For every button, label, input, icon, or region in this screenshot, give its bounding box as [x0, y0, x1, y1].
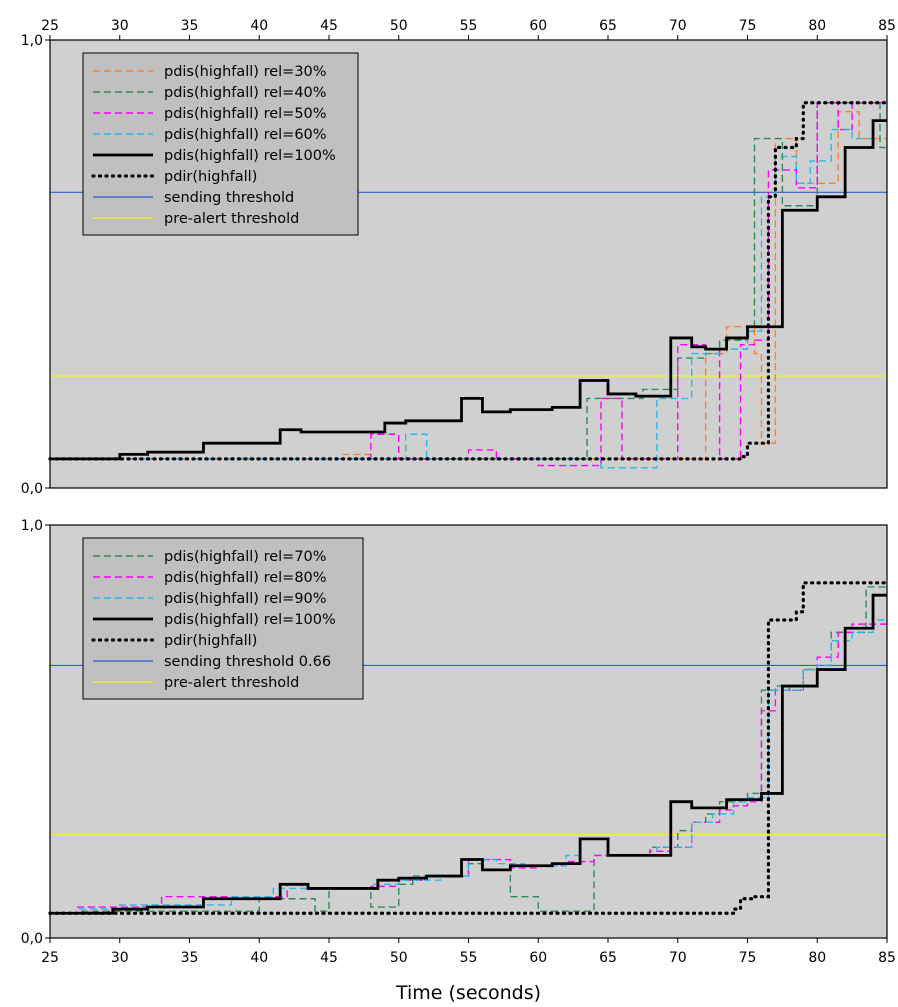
x-tick-label: 80 [808, 950, 826, 966]
legend-label: pdis(highfall) rel=100% [164, 612, 336, 628]
series-line-pdis-highfall-rel-50 [50, 102, 887, 467]
legend-label: pdis(highfall) rel=30% [164, 64, 327, 80]
y-tick-label: 1,0 [21, 518, 43, 534]
series-line-pdis-highfall-rel-100 [50, 593, 887, 915]
x-tick-label: 45 [320, 950, 338, 966]
y-tick-label: 0,0 [21, 481, 43, 497]
legend-label: pdis(highfall) rel=70% [164, 549, 327, 565]
legend-label: pdis(highfall) rel=100% [164, 148, 336, 164]
legend-label: pdis(highfall) rel=80% [164, 570, 327, 586]
series-line-pdir-highfall [48, 581, 889, 915]
x-tick-label: 25 [41, 18, 59, 34]
legend: pdis(highfall) rel=30% pdis(highfall) rel… [82, 52, 359, 236]
legend-label: pdis(highfall) rel=60% [164, 127, 327, 143]
chart-panel-1: 25 30 35 40 45 50 55 60 65 70 75 80 85 0,0 1,0 pdis(hig… [21, 18, 896, 497]
legend-label: pdis(highfall) rel=50% [164, 106, 327, 122]
series-line-pdis-highfall-rel-80 [50, 623, 887, 914]
series-line-pdis-highfall-rel-60 [50, 119, 887, 469]
x-tick-label: 60 [529, 950, 547, 966]
x-tick-label: 50 [390, 950, 408, 966]
x-tick-label: 80 [808, 18, 826, 34]
legend: pdis(highfall) rel=70% pdis(highfall) rel… [82, 537, 364, 700]
x-tick-label: 25 [41, 950, 59, 966]
x-tick-label: 55 [460, 950, 478, 966]
chart-panel-2: 25 30 35 40 45 50 55 60 65 70 75 80 85 0,0 1,0 Time (se… [21, 518, 896, 1004]
x-tick-label: 30 [111, 18, 129, 34]
x-tick-label: 70 [669, 950, 687, 966]
series-line-pdis-highfall-rel-100 [50, 119, 887, 461]
series-line-pdir-highfall [48, 101, 889, 461]
x-tick-label: 40 [250, 18, 268, 34]
series-line-pdis-highfall-rel-40 [50, 102, 887, 460]
x-tick-label: 85 [878, 18, 896, 34]
legend-label: pre-alert threshold [164, 211, 299, 227]
x-tick-label: 60 [529, 18, 547, 34]
legend-label: pdir(highfall) [164, 169, 257, 185]
x-tick-label: 75 [739, 18, 757, 34]
x-tick-label: 50 [390, 18, 408, 34]
legend-label: pdis(highfall) rel=90% [164, 591, 327, 607]
legend-label: sending threshold 0.66 [164, 654, 331, 670]
x-tick-label: 70 [669, 18, 687, 34]
series-line-pdis-highfall-rel-30 [50, 110, 887, 460]
x-tick-label: 65 [599, 950, 617, 966]
y-tick-label: 1,0 [21, 33, 43, 49]
x-tick-label: 40 [250, 950, 268, 966]
x-tick-label: 35 [181, 18, 199, 34]
x-tick-label: 85 [878, 950, 896, 966]
x-tick-label: 45 [320, 18, 338, 34]
x-tick-label: 75 [739, 950, 757, 966]
x-axis-title: Time (seconds) [395, 982, 541, 1004]
legend-label: pdir(highfall) [164, 633, 257, 649]
x-tick-label: 30 [111, 950, 129, 966]
legend-label: pre-alert threshold [164, 675, 299, 691]
legend-box [82, 52, 359, 236]
x-tick-label: 55 [460, 18, 478, 34]
x-tick-label: 65 [599, 18, 617, 34]
x-tick-label: 35 [181, 950, 199, 966]
y-tick-label: 0,0 [21, 931, 43, 947]
legend-label: pdis(highfall) rel=40% [164, 85, 327, 101]
legend-label: sending threshold [164, 190, 294, 206]
